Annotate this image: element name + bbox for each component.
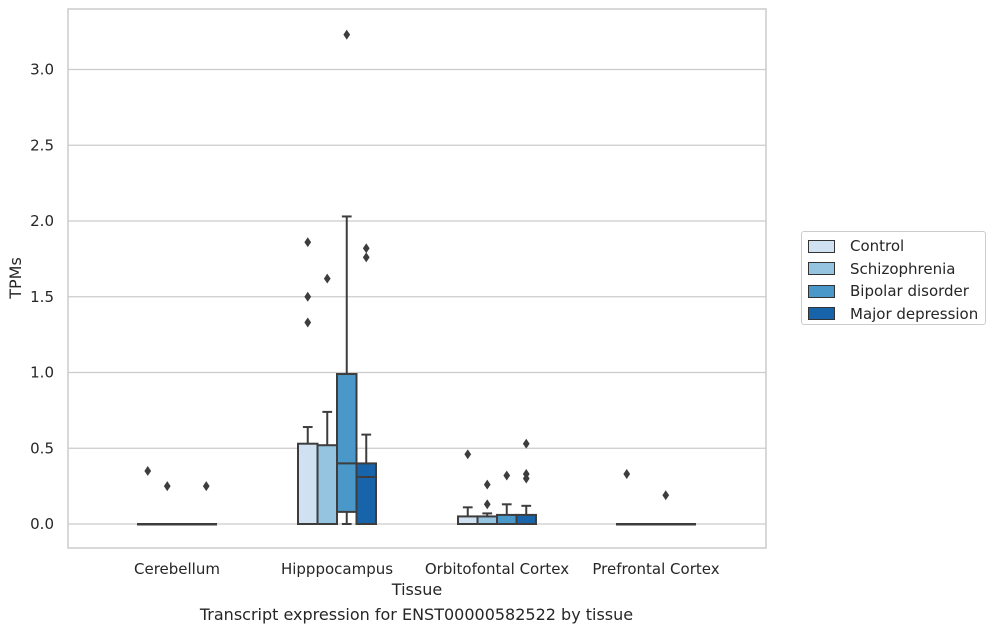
outlier-point — [522, 473, 530, 484]
plot-frame — [67, 8, 767, 549]
legend-swatch — [808, 239, 835, 253]
outlier-point — [483, 479, 491, 490]
x-tick-label: Hipppocampus — [281, 560, 393, 578]
box-major-depression — [674, 523, 696, 526]
legend-label: Schizophrenia — [850, 259, 956, 278]
outlier-point — [163, 481, 171, 492]
legend: Control Schizophrenia Bipolar disorder Majo… — [801, 231, 986, 325]
box-iqr — [515, 513, 537, 525]
x-tick-label: Orbitofontal Cortex — [425, 560, 569, 578]
outlier-point — [304, 317, 312, 328]
y-tick-label: 0.5 — [30, 439, 54, 457]
box-bipolar-disorder — [496, 470, 518, 525]
box-series — [137, 29, 696, 526]
box-iqr — [457, 515, 479, 525]
y-tick-label: 2.0 — [30, 212, 54, 230]
legend-item: Control — [808, 235, 985, 258]
outlier-point — [623, 469, 631, 479]
outlier-point — [362, 243, 370, 254]
box-control — [297, 237, 319, 525]
legend-item: Major depression — [808, 303, 985, 326]
outlier-point — [304, 291, 312, 302]
legend-swatch — [808, 284, 835, 298]
y-tick-label: 1.5 — [30, 288, 54, 306]
box-iqr — [336, 373, 358, 513]
y-gridlines — [68, 68, 766, 525]
outlier-point — [662, 490, 670, 501]
box-bipolar-disorder — [655, 490, 677, 526]
box-schizophrenia — [316, 273, 338, 525]
outlier-point — [202, 481, 210, 492]
legend-label: Control — [850, 237, 905, 256]
box-major-depression — [355, 243, 377, 525]
box-bipolar-disorder — [336, 29, 358, 525]
outlier-point — [522, 438, 530, 449]
outlier-point — [503, 470, 511, 481]
box-schizophrenia — [635, 523, 657, 526]
outlier-point — [464, 449, 472, 460]
box-schizophrenia — [476, 479, 498, 525]
chart-caption: Transcript expression for ENST0000058252… — [199, 605, 634, 624]
box-iqr — [496, 513, 518, 525]
box-control — [137, 466, 159, 526]
y-axis-label: TPMs — [6, 257, 25, 300]
outlier-point — [343, 29, 351, 40]
x-tick-labels: Cerebellum Hipppocampus Orbitofontal Corte… — [134, 560, 720, 578]
outlier-point — [144, 466, 152, 476]
box-control — [457, 449, 479, 525]
box-schizophrenia — [156, 481, 178, 526]
y-tick-label: 3.0 — [30, 61, 54, 79]
y-tick-label: 0.0 — [30, 515, 54, 533]
x-tick-label: Prefrontal Cortex — [592, 560, 719, 578]
legend-swatch — [808, 307, 835, 321]
legend-label: Major depression — [850, 304, 979, 323]
legend-swatch — [808, 262, 835, 276]
box-iqr — [355, 462, 377, 525]
box-bipolar-disorder — [176, 523, 198, 526]
box-iqr — [476, 515, 498, 525]
y-tick-label: 2.5 — [30, 136, 54, 154]
legend-item: Bipolar disorder — [808, 280, 985, 303]
box-control — [616, 469, 638, 526]
y-tick-label: 1.0 — [30, 364, 54, 382]
y-tick-labels: 0.0 0.5 1.0 1.5 2.0 2.5 3.0 — [30, 61, 54, 534]
outlier-point — [483, 499, 491, 510]
legend-item: Schizophrenia — [808, 258, 985, 281]
legend-label: Bipolar disorder — [850, 282, 969, 301]
x-axis-label: Tissue — [391, 580, 442, 599]
box-major-depression — [515, 438, 537, 525]
outlier-point — [304, 237, 312, 248]
outlier-point — [362, 252, 370, 263]
box-iqr — [316, 444, 338, 525]
outlier-point — [323, 273, 331, 284]
x-tick-label: Cerebellum — [134, 560, 220, 578]
box-iqr — [297, 442, 319, 525]
box-major-depression — [195, 481, 217, 526]
